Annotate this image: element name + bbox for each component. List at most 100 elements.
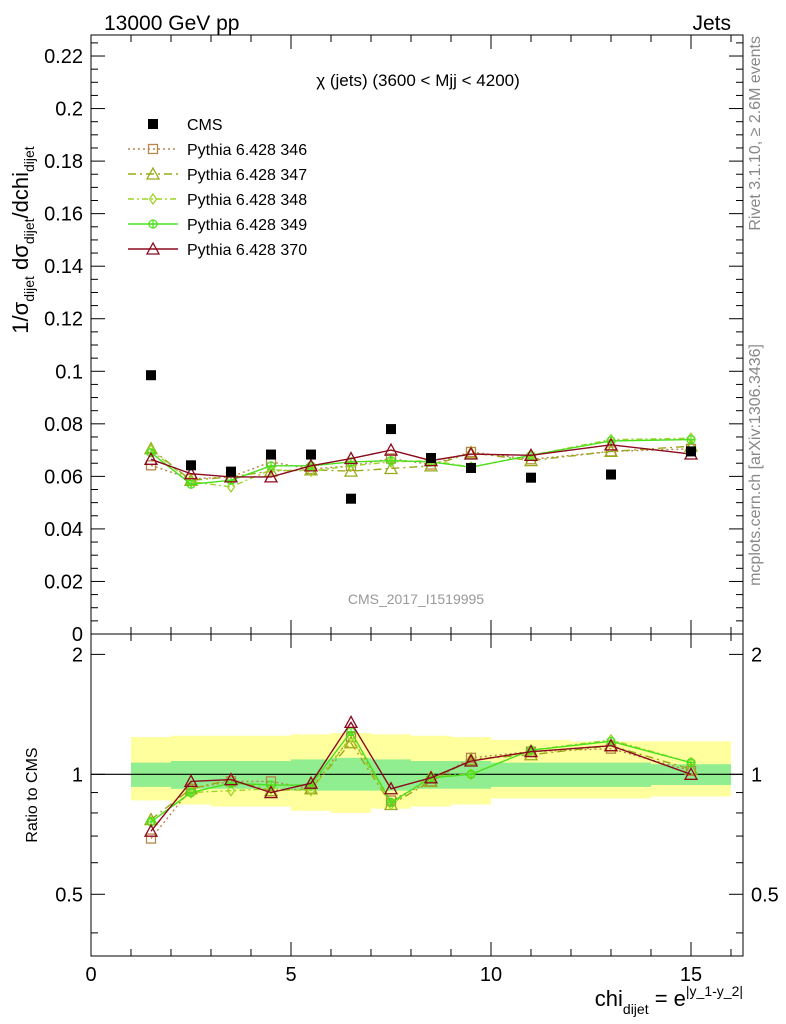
main-point-0 [306, 449, 316, 460]
ratio-point-1 [463, 752, 479, 766]
main-point-5 [143, 451, 159, 465]
legend-label: Pythia 6.428 348 [187, 192, 307, 209]
legend-marker [145, 241, 161, 255]
ratio-line-2 [150, 735, 692, 823]
inner-band [371, 759, 411, 791]
main-axes: 0 0.02 0.04 0.06 0.08 0.1 0.12 0.14 0.16 0.18 0.2 0… [44, 35, 743, 646]
svg-text:1/σdijet dσdijet/dchidijet: 1/σdijet dσdijet/dchidijet [8, 146, 37, 334]
main-ytick-label: 0.04 [44, 519, 83, 541]
main-point-2 [383, 461, 399, 475]
main-ytick-label: 0.16 [44, 204, 83, 226]
ratio-ytick-label: 2 [72, 644, 83, 666]
legend-marker [145, 166, 161, 180]
ratio-point-0 [145, 833, 157, 844]
ratio-ytick-label: 0.5 [55, 884, 83, 906]
header-jets-label: Jets [692, 12, 731, 35]
xlabel: chidijet = e|y_1-y_2| [595, 983, 743, 1017]
ratio-point-2 [186, 786, 196, 799]
ratio-ytick-label: 1 [72, 764, 83, 786]
main-point-0 [526, 472, 536, 483]
series-line-2 [150, 445, 692, 482]
ratio-point-4 [183, 774, 199, 788]
ratio-ylabel: Ratio to CMS [24, 747, 41, 842]
main-point-5 [263, 469, 279, 483]
ratio-point-4 [303, 775, 319, 789]
ratio-ytick-label-right: 1 [751, 764, 762, 786]
ratio-ytick-label-right: 0.5 [751, 884, 779, 906]
ratio-ytick-label-right: 2 [751, 644, 762, 666]
main-point-5 [603, 437, 619, 451]
main-point-5 [183, 466, 199, 480]
main-point-0 [346, 493, 356, 504]
ratio-point-4 [223, 772, 239, 786]
main-ytick-label: 0.06 [44, 466, 83, 488]
svg-text:chidijet = e|y_1-y_2|: chidijet = e|y_1-y_2| [595, 983, 743, 1017]
ratio-point-2 [526, 744, 536, 757]
ratio-point-2 [266, 782, 276, 795]
main-point-2 [343, 463, 359, 477]
ratio-frame [90, 633, 744, 957]
ratio-point-2 [226, 784, 236, 797]
main-ytick-label: 0.18 [44, 151, 83, 173]
chart-title: χ (jets) (3600 < Mjj < 4200) [316, 71, 520, 90]
series-line-5 [150, 444, 692, 478]
main-point-2 [603, 444, 619, 458]
main-point-0 [466, 462, 476, 473]
ratio-point-1 [523, 747, 539, 761]
ratio-point-4 [143, 823, 159, 837]
legend: CMS Pythia 6.428 346 Pythia 6.428 347 Pythi… [128, 117, 307, 259]
main-ytick-label: 0.22 [44, 46, 83, 68]
main-series-group [143, 370, 699, 504]
main-ytick-label: 0.2 [55, 99, 83, 121]
main-point-0 [266, 449, 276, 460]
legend-label: Pythia 6.428 370 [187, 242, 307, 259]
main-point-3 [226, 480, 236, 494]
legend-label: Pythia 6.428 347 [187, 167, 307, 184]
main-point-5 [343, 451, 359, 465]
main-point-0 [226, 466, 236, 477]
legend-label: CMS [187, 117, 223, 134]
main-point-0 [146, 370, 156, 381]
ratio-line-1 [150, 741, 692, 821]
ratio-point-4 [603, 738, 619, 752]
ratio-series-group [143, 715, 699, 844]
main-point-5 [383, 442, 399, 456]
legend-marker [148, 119, 158, 129]
side-rivet-label: Rivet 3.1.10, ≥ 2.6M events [747, 36, 764, 231]
xtick-label: 15 [680, 964, 702, 986]
ratio-point-4 [263, 785, 279, 799]
main-point-0 [606, 469, 616, 480]
main-ytick-label: 0.02 [44, 571, 83, 593]
legend-label: Pythia 6.428 349 [187, 217, 307, 234]
watermark-label: CMS_2017_I1519995 [348, 591, 484, 607]
main-point-5 [303, 458, 319, 472]
main-point-3 [346, 459, 356, 472]
main-point-0 [686, 446, 696, 457]
main-point-3 [266, 463, 276, 476]
main-ytick-label: 0.14 [44, 256, 83, 278]
main-point-0 [386, 424, 396, 435]
ratio-axes: 0 5 10 15 0.5 0.5 1 1 2 2 [55, 634, 779, 986]
legend-label: Pythia 6.428 346 [187, 142, 307, 159]
main-ytick-label: 0.1 [55, 361, 83, 383]
main-ytick-label: 0.08 [44, 414, 83, 436]
main-point-5 [463, 446, 479, 460]
ratio-point-4 [383, 781, 399, 795]
xtick-label: 0 [85, 964, 96, 986]
ratio-line-4 [150, 721, 692, 832]
main-point-0 [426, 452, 436, 463]
ratio-point-4 [683, 766, 699, 780]
ratio-point-4 [523, 744, 539, 758]
main-point-0 [186, 460, 196, 471]
legend-marker [148, 192, 158, 206]
ratio-panel [91, 732, 743, 813]
main-ytick-label: 0 [72, 624, 83, 646]
ratio-point-4 [463, 753, 479, 767]
legend-marker [147, 143, 159, 155]
main-point-1 [145, 460, 157, 471]
main-ylabel: 1/σdijet dσdijet/dchidijet [8, 146, 37, 334]
ratio-point-4 [343, 715, 359, 729]
side-mcplots-label: mcplots.cern.ch [arXiv:1306.3436] [747, 344, 764, 586]
header-energy-label: 13000 GeV pp [104, 12, 239, 35]
